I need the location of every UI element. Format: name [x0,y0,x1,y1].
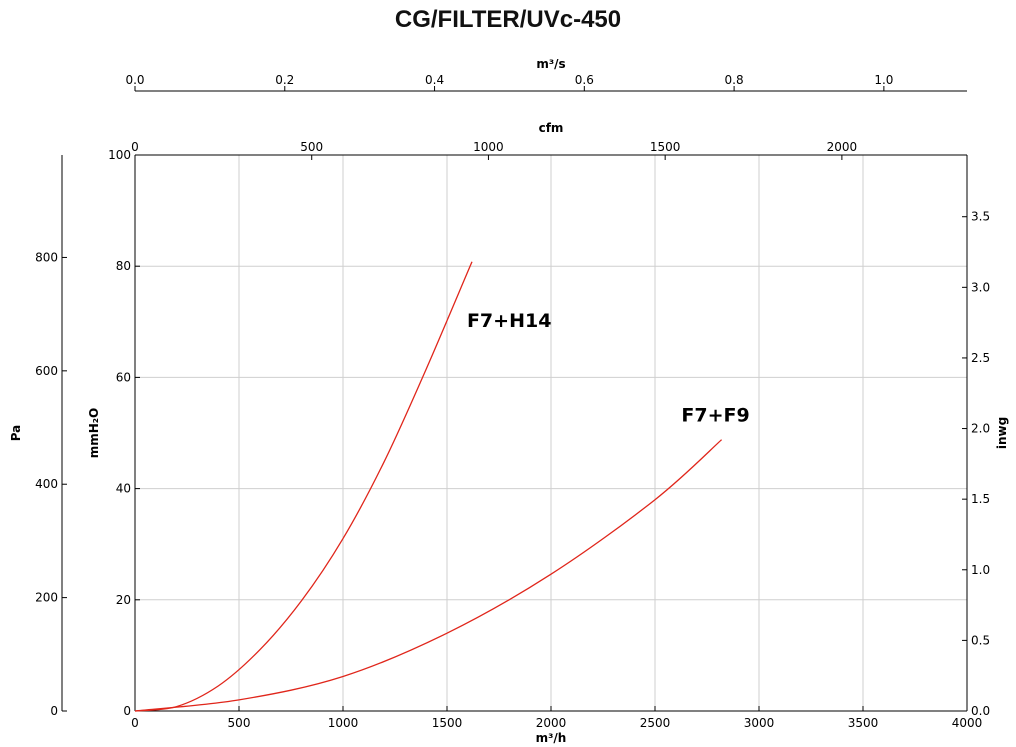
ms-tick-label: 0.8 [725,73,744,87]
inwg-tick-label: 2.5 [971,351,990,365]
y-tick-label: 20 [116,593,131,607]
x-axis-title: m³/h [536,731,567,745]
pa-tick-label: 400 [35,477,58,491]
x-tick-label: 2500 [640,716,671,730]
inwg-tick-label: 3.0 [971,280,990,294]
inwg-tick-label: 1.0 [971,563,990,577]
cfm-tick-label: 1000 [473,140,504,154]
series-label-f7-h14: F7+H14 [467,310,551,332]
y-tick-label: 100 [108,148,131,162]
ms-tick-label: 0.6 [575,73,594,87]
ms-tick-label: 0.0 [125,73,144,87]
pa-tick-label: 800 [35,250,58,264]
pa-tick-label: 200 [35,591,58,605]
cfm-tick-label: 1500 [650,140,681,154]
inwg-tick-label: 3.5 [971,210,990,224]
inwg-tick-label: 0.5 [971,633,990,647]
pa-tick-label: 0 [50,704,58,718]
labels: 0 500 1000 1500 2000 2500 3000 3500 4000m³/h0204… [9,57,1009,745]
inwg-tick-label: 2.0 [971,422,990,436]
inwg-tick-label: 0.0 [971,704,990,718]
x-tick-label: 0 [131,716,139,730]
x-tick-label: 3000 [744,716,775,730]
inwg-tick-label: 1.5 [971,492,990,506]
y-tick-label: 40 [116,482,131,496]
x-tick-label: 1500 [432,716,463,730]
ms-tick-label: 1.0 [874,73,893,87]
series-line-f7-h14 [134,261,473,712]
series-line-f7-f9 [134,439,723,712]
cfm-tick-label: 500 [300,140,323,154]
y-tick-label: 60 [116,370,131,384]
grid [135,155,967,711]
x-tick-label: 500 [228,716,251,730]
y-axis-title: mmH₂O [87,408,101,459]
series [134,261,723,712]
x-tick-label: 3500 [848,716,879,730]
inwg-axis-title: inwg [995,417,1009,449]
axes [61,86,968,712]
chart-title: CG/FILTER/UVc-450 [394,6,622,33]
y-tick-label: 80 [116,259,131,273]
cfm-tick-label: 2000 [827,140,858,154]
x-tick-label: 2000 [536,716,567,730]
y-tick-label: 0 [123,704,131,718]
ms-axis-title: m³/s [536,57,565,71]
cfm-axis-title: cfm [539,121,564,135]
x-tick-label: 1000 [328,716,359,730]
pa-axis-title: Pa [9,425,23,442]
cfm-tick-label: 0 [131,140,139,154]
series-label-f7-f9: F7+F9 [681,405,749,427]
x-tick-label: 4000 [952,716,983,730]
ms-tick-label: 0.4 [425,73,444,87]
pa-tick-label: 600 [35,364,58,378]
ms-tick-label: 0.2 [275,73,294,87]
